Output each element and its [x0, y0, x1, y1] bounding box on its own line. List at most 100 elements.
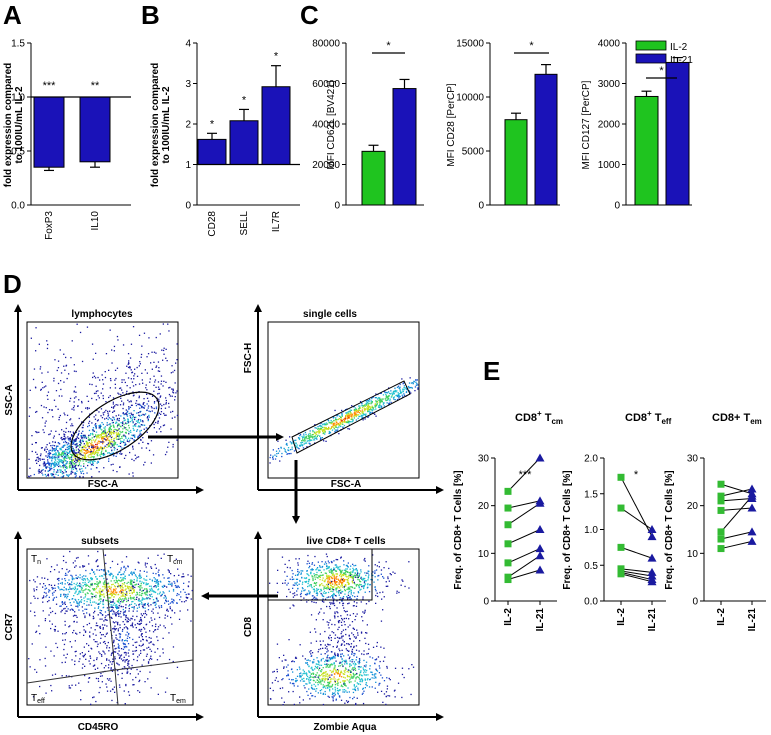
event-dot — [125, 659, 127, 661]
event-dot — [74, 651, 76, 653]
event-dot — [104, 418, 106, 420]
event-dot — [382, 403, 384, 405]
event-dot — [132, 679, 134, 681]
event-dot — [118, 650, 120, 652]
event-dot — [371, 410, 373, 412]
event-dot — [383, 596, 385, 598]
event-dot — [349, 676, 351, 678]
event-dot — [340, 556, 342, 558]
event-dot — [139, 426, 141, 428]
event-dot — [140, 645, 142, 647]
event-dot — [125, 684, 127, 687]
event-dot — [63, 353, 65, 355]
event-dot — [156, 598, 158, 600]
event-dot — [341, 422, 343, 424]
event-dot — [154, 591, 156, 593]
event-dot — [103, 593, 105, 595]
event-dot — [159, 624, 161, 626]
event-dot — [159, 396, 161, 398]
event-dot — [388, 395, 390, 397]
event-dot — [405, 391, 408, 393]
event-dot — [72, 632, 74, 634]
event-dot — [122, 587, 124, 589]
event-dot — [144, 405, 146, 407]
event-dot — [113, 449, 116, 451]
event-dot — [358, 405, 360, 407]
event-dot — [153, 402, 156, 404]
event-dot — [96, 444, 98, 446]
event-dot — [140, 576, 142, 579]
event-dot — [310, 584, 312, 586]
event-dot — [83, 656, 85, 658]
event-dot — [138, 623, 140, 625]
event-dot — [146, 403, 148, 405]
event-dot — [362, 579, 364, 581]
event-dot — [317, 428, 319, 430]
event-dot — [51, 456, 54, 458]
event-dot — [63, 464, 65, 466]
event-dot — [39, 659, 41, 661]
event-dot — [182, 576, 184, 578]
event-dot — [128, 610, 130, 612]
event-dot — [98, 580, 101, 582]
event-dot — [333, 576, 335, 578]
event-dot — [319, 591, 321, 593]
event-dot — [61, 446, 63, 448]
event-dot — [76, 470, 78, 472]
event-dot — [313, 439, 315, 441]
event-dot — [113, 410, 116, 412]
event-dot — [120, 655, 122, 657]
event-dot — [77, 448, 80, 450]
event-dot — [122, 402, 125, 404]
event-dot — [396, 590, 398, 592]
event-dot — [44, 425, 46, 427]
event-dot — [149, 381, 151, 383]
event-dot — [108, 460, 110, 462]
event-dot — [61, 453, 63, 455]
event-dot — [89, 453, 92, 456]
event-dot — [108, 443, 110, 445]
event-dot — [323, 675, 325, 677]
event-dot — [118, 684, 121, 686]
event-dot — [328, 570, 330, 572]
event-dot — [139, 586, 141, 589]
event-dot — [137, 435, 139, 438]
event-dot — [365, 666, 367, 668]
event-dot — [108, 650, 110, 652]
y-axis-label: FSC-H — [243, 343, 254, 374]
event-dot — [100, 455, 102, 458]
event-dot — [333, 419, 335, 422]
event-dot — [172, 602, 174, 604]
event-dot — [372, 574, 374, 577]
event-dot — [358, 407, 360, 409]
event-dot — [127, 421, 130, 423]
event-dot — [132, 416, 135, 418]
event-dot — [321, 574, 323, 577]
event-dot — [62, 462, 64, 465]
event-dot — [125, 591, 128, 593]
event-dot — [82, 439, 84, 441]
event-dot — [46, 601, 49, 603]
event-dot — [137, 656, 139, 658]
event-dot — [320, 590, 323, 592]
event-dot — [66, 377, 68, 380]
event-dot — [123, 413, 125, 416]
event-dot — [78, 417, 80, 420]
event-dot — [69, 602, 71, 604]
event-dot — [289, 578, 291, 580]
event-dot — [96, 462, 98, 464]
event-dot — [314, 424, 316, 426]
event-dot — [138, 629, 140, 631]
event-dot — [330, 568, 332, 570]
event-dot — [117, 438, 120, 440]
event-dot — [300, 676, 302, 678]
event-dot — [327, 428, 329, 431]
event-dot — [48, 457, 51, 459]
event-dot — [138, 422, 141, 424]
event-dot — [93, 445, 95, 447]
event-dot — [52, 587, 54, 589]
event-dot — [41, 469, 43, 472]
event-dot — [133, 684, 135, 686]
event-dot — [80, 591, 82, 593]
plot-title: subsets — [81, 536, 119, 547]
